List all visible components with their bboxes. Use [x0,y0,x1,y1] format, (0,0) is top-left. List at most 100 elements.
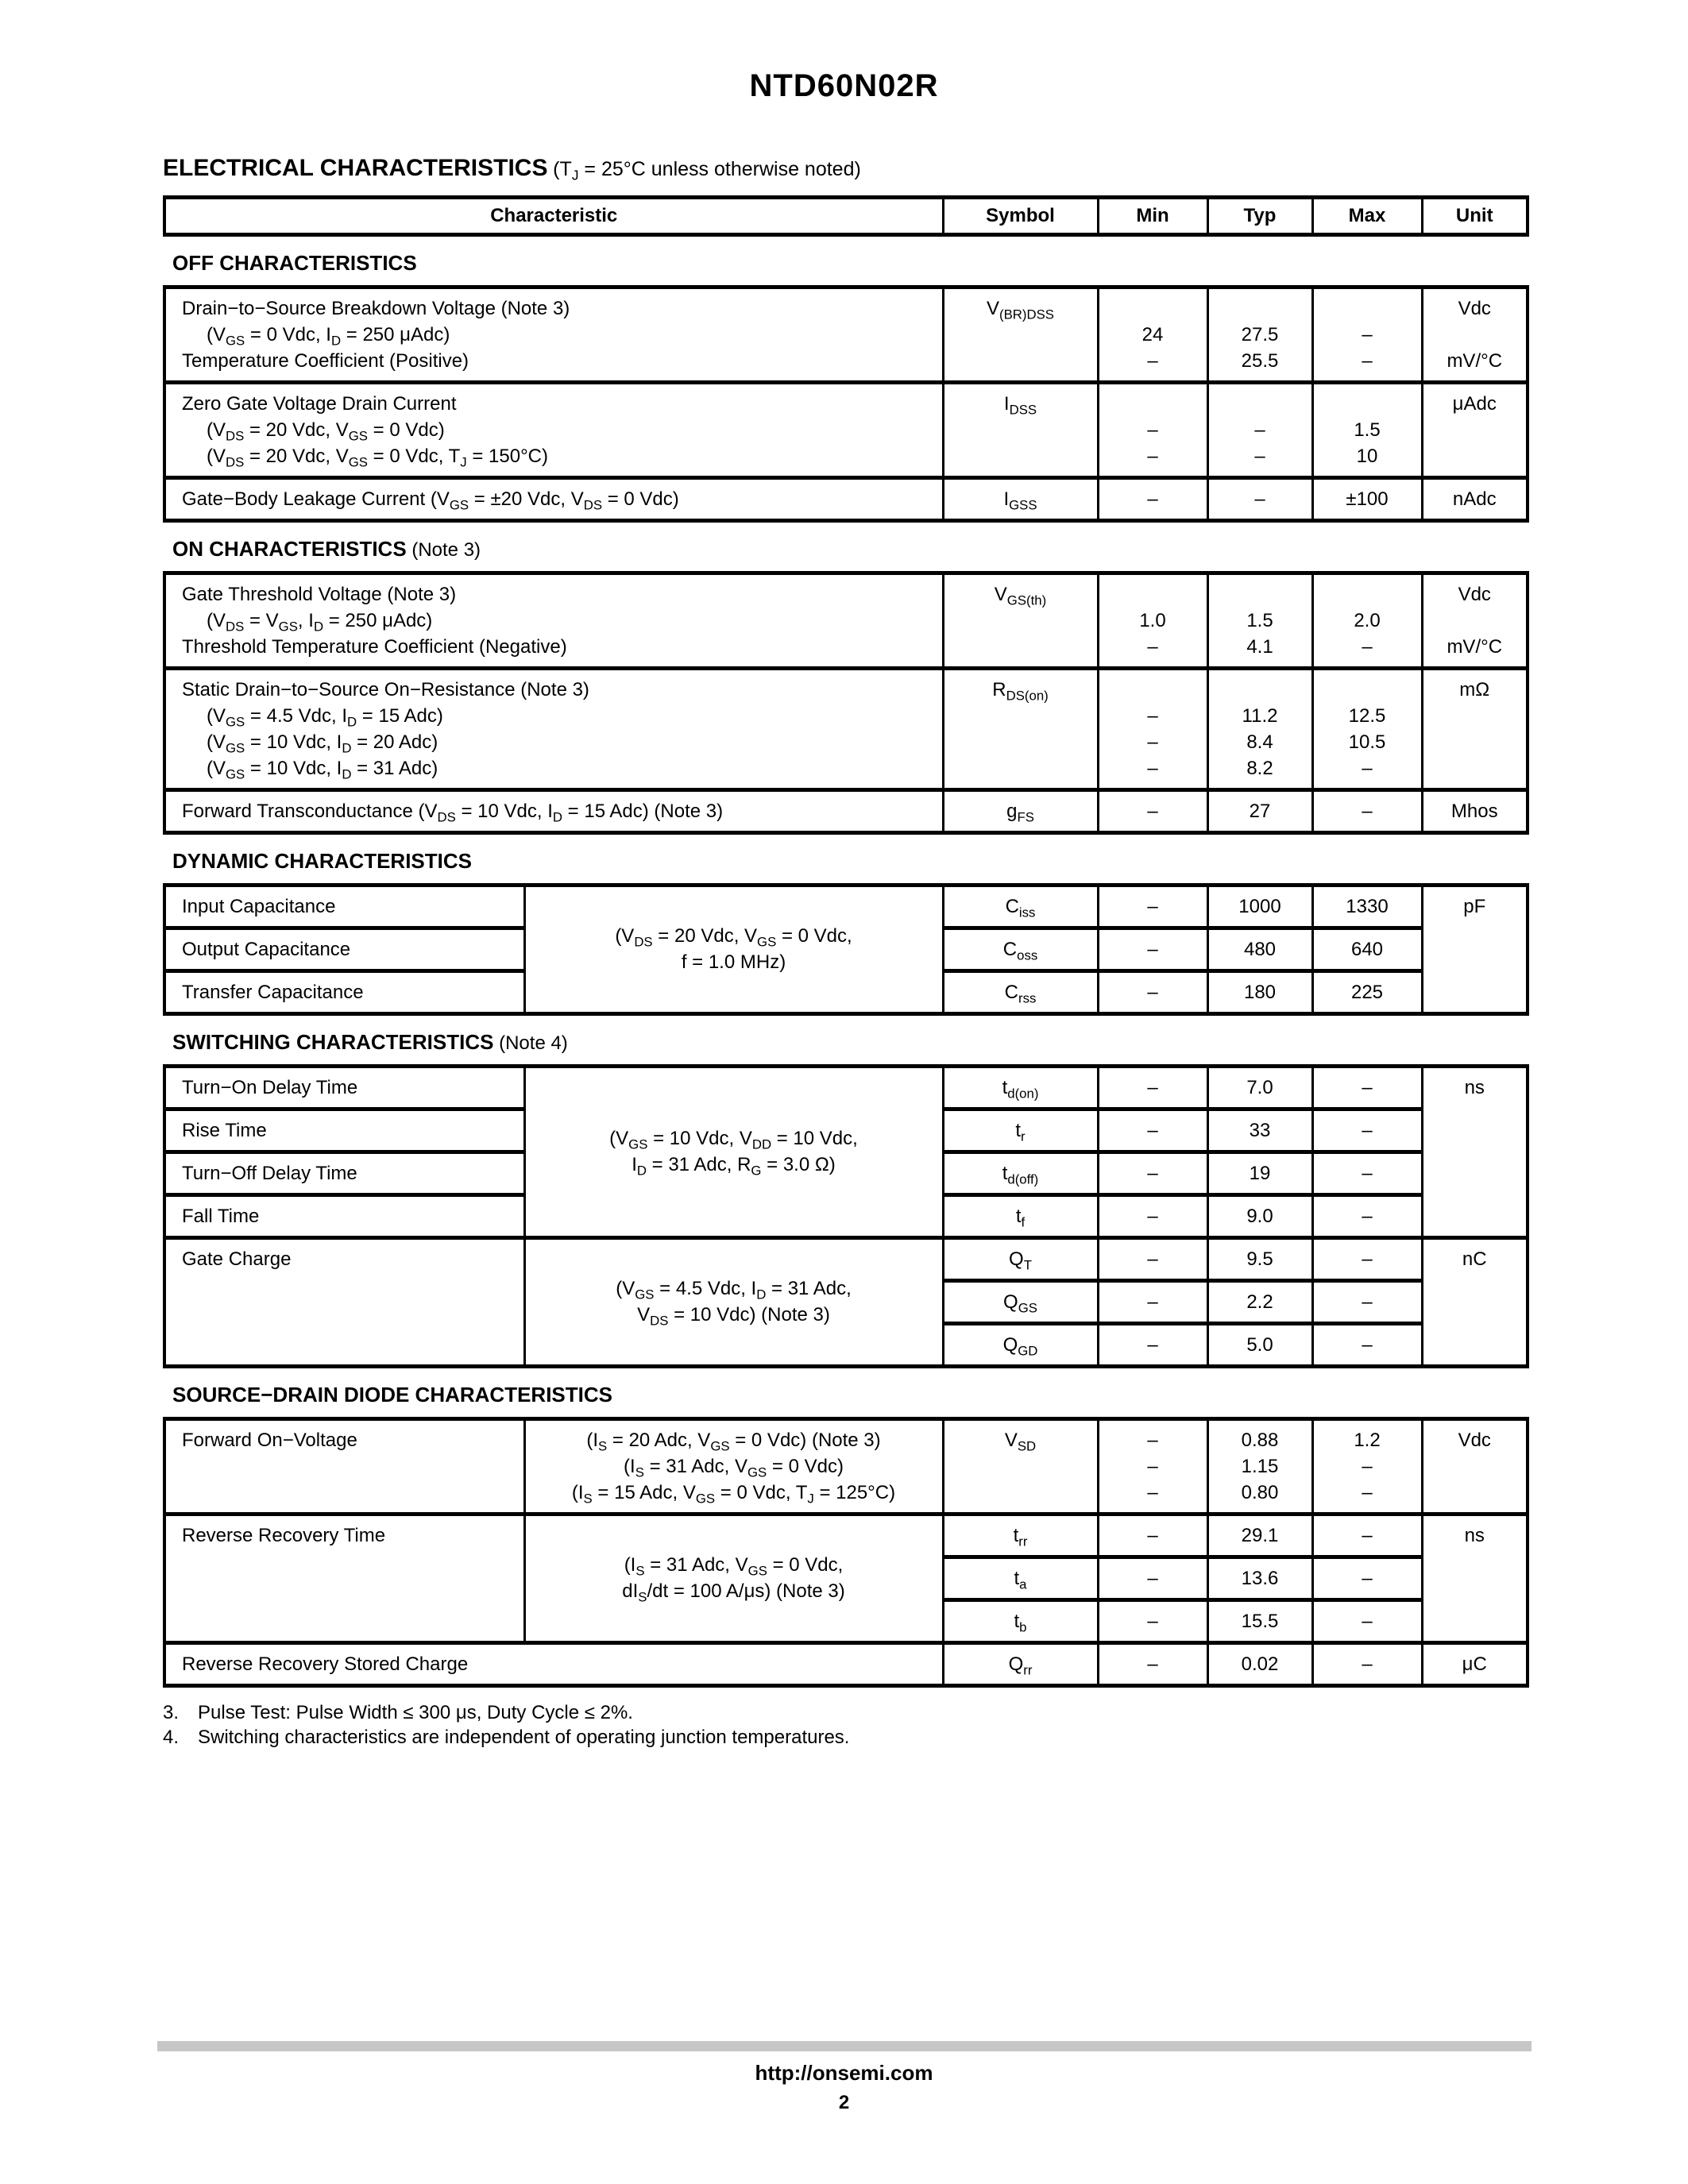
text-line: – [1147,757,1158,779]
cell-condition: (IS = 31 Adc, VGS = 0 Vdc, dIS/dt = 100 … [523,1511,944,1645]
text-line: – [1254,445,1265,467]
text-line: ns [1464,1524,1485,1546]
cell-typ: 13.6 [1206,1554,1314,1602]
cell-unit: ns [1420,1511,1529,1645]
table-row: Turn−On Delay Time (VGS = 10 Vdc, VDD = … [163,1063,1529,1240]
cell-max: – [1311,1597,1423,1645]
footnote-number: 3. [163,1701,180,1723]
cell-unit: nC [1420,1235,1529,1368]
text-line: – [1362,1610,1373,1632]
text-line: – [1147,981,1158,1003]
cell-max: – [1311,1149,1423,1197]
onsemi-url-link[interactable]: http://onsemi.com [755,2061,933,2085]
text-line: – [1147,1524,1158,1546]
table-row: Input Capacitance (VDS = 20 Vdc, VGS = 0… [163,882,1529,1016]
text-line: ID = 31 Adc, RG = 3.0 Ω) [632,1154,836,1179]
text-line: – [1362,1524,1373,1546]
text-line: 33 [1249,1119,1271,1141]
on-characteristics-table: Gate Threshold Voltage (Note 3) (VDS = V… [163,570,1529,835]
cell-typ: 27 [1206,787,1314,835]
cell-min: – [1096,1192,1209,1240]
cell-min: – [1096,1149,1209,1197]
text-line: Input Capacitance [182,895,336,917]
section-label-switching: SWITCHING CHARACTERISTICS (Note 4) [172,1029,568,1054]
cell-max: 1.2 – – [1311,1416,1423,1516]
table-row: Fall Time tf – 9.0 – [163,1192,1528,1240]
text-line: ta [1014,1567,1027,1592]
footnote-text: Switching characteristics are independen… [198,1726,850,1748]
cell-max: 1330 [1311,882,1423,930]
cell-max: 225 [1311,968,1423,1016]
text-line: – [1362,757,1373,779]
text-line: 2.2 [1246,1291,1273,1313]
text-line: 180 [1243,981,1277,1003]
cell-typ: 1.5 4.1 [1206,570,1314,670]
page-footer: http://onsemi.com 2 [0,2041,1688,2114]
text-line: – [1147,1076,1158,1098]
cell-typ: 0.02 [1206,1640,1314,1688]
text-line: Reverse Recovery Stored Charge [182,1653,469,1675]
text-line: – [1147,1610,1158,1632]
cell-max: – [1311,1321,1423,1368]
section-label-note: (Note 4) [493,1032,568,1054]
text-line: 25.5 [1241,349,1279,372]
text-line: – [1147,1162,1158,1184]
section-label-diode: SOURCE−DRAIN DIODE CHARACTERISTICS [172,1382,612,1406]
cell-typ: 9.0 [1206,1192,1314,1240]
cell-symbol: tf [941,1192,1099,1240]
text-line: Gate Threshold Voltage (Note 3) [182,583,457,605]
text-line: (VDS = 20 Vdc, VGS = 0 Vdc) [207,419,445,443]
text-line: 27 [1249,800,1271,822]
text-line: dIS/dt = 100 A/μs) (Note 3) [622,1580,845,1605]
cell-name: Transfer Capacitance [163,968,526,1016]
text-line: 12.5 [1348,704,1386,727]
text-line: 9.5 [1246,1248,1273,1270]
text-line: – [1362,635,1373,658]
cell-min: – [1096,882,1209,930]
cell-unit: Mhos [1420,787,1529,835]
cell-unit: ns [1420,1063,1529,1240]
cell-min: – [1096,1597,1209,1645]
cell-symbol: IDSS [941,380,1099,480]
text-line: 7.0 [1246,1076,1273,1098]
text-line: – [1362,1248,1373,1270]
cell-characteristic: Gate Threshold Voltage (Note 3) (VDS = V… [163,570,944,670]
table-row: Static Drain−to−Source On−Resistance (No… [163,666,1529,792]
cell-min: – [1096,1106,1209,1154]
table-row: Reverse Recovery Stored Charge Qrr – 0.0… [163,1640,1529,1688]
text-line: – [1362,1333,1373,1356]
text-line: – [1147,1429,1158,1451]
text-line: 225 [1350,981,1384,1003]
text-line: 10.5 [1348,731,1386,753]
text-line: QT [1009,1248,1032,1272]
table-column-headers: Characteristic Symbol Min Typ Max Unit [163,195,1529,237]
cell-symbol: VSD [941,1416,1099,1516]
text-line: VDS = 10 Vdc) (Note 3) [637,1304,830,1329]
cell-symbol: Crss [941,968,1099,1016]
text-line: ns [1464,1076,1485,1098]
text-line: – [1254,419,1265,441]
cell-max: ±100 [1311,475,1423,523]
table-row: Rise Time tr – 33 – [163,1106,1528,1154]
text-line: Forward On−Voltage [182,1429,357,1451]
text-line: – [1147,1653,1158,1675]
cell-unit: Vdc [1420,1416,1529,1516]
cell-symbol: V(BR)DSS [941,284,1099,384]
table-row: Gate−Body Leakage Current (VGS = ±20 Vdc… [163,475,1529,523]
text-line: f = 1.0 MHz) [681,951,786,974]
footnote-text: Pulse Test: Pulse Width ≤ 300 μs, Duty C… [198,1701,633,1723]
table-row: Characteristic Symbol Min Typ Max Unit [163,195,1529,237]
text-line: 0.80 [1241,1481,1279,1503]
text-line: – [1147,1205,1158,1227]
text-line: – [1147,1291,1158,1313]
cell-min: 24 – [1096,284,1209,384]
table-row: Drain−to−Source Breakdown Voltage (Note … [163,284,1529,384]
text-line: (VDS = 20 Vdc, VGS = 0 Vdc, TJ = 150°C) [207,445,548,469]
table-row: Transfer Capacitance Crss – 180 225 [163,968,1528,1016]
text-line: 1.5 [1246,609,1273,631]
table-row: QGD – 5.0 – [164,1321,1528,1368]
text-line: Rise Time [182,1119,267,1141]
cell-unit: μC [1420,1640,1529,1688]
cell-min: – – [1096,380,1209,480]
diode-characteristics-table: Forward On−Voltage (IS = 20 Adc, VGS = 0… [163,1416,1529,1688]
